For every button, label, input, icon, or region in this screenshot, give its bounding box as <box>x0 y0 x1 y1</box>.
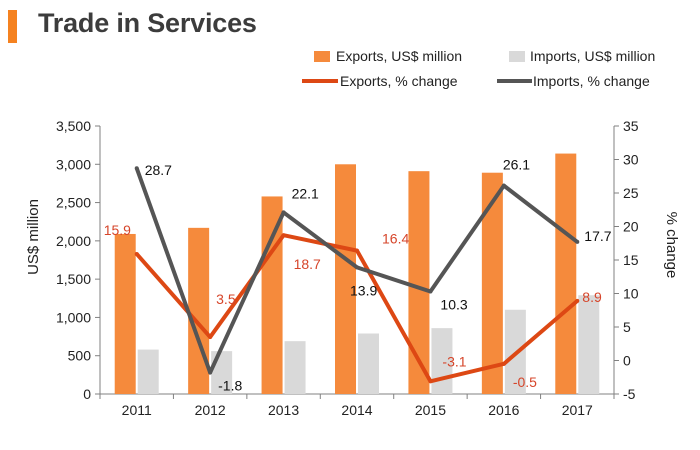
label-exports-pct-2012: 3.5 <box>216 291 236 307</box>
chart-title: Trade in Services <box>38 8 257 38</box>
label-imports-pct-2016: 26.1 <box>503 157 530 173</box>
point-imports-pct-2017 <box>575 239 580 244</box>
label-imports-pct-2013: 22.1 <box>292 185 319 201</box>
y-left-tick-label: 2,000 <box>56 233 91 249</box>
bar-exports-2015 <box>408 171 430 394</box>
point-exports-pct-2011 <box>134 251 139 256</box>
label-exports-pct-2015: -3.1 <box>442 353 466 369</box>
point-exports-pct-2013 <box>281 233 286 238</box>
legend-swatch-imports-bar <box>509 51 525 62</box>
point-exports-pct-2017 <box>575 298 580 303</box>
point-exports-pct-2016 <box>501 361 506 366</box>
point-imports-pct-2012 <box>208 370 213 375</box>
x-tick-label: 2015 <box>415 402 446 418</box>
label-imports-pct-2017: 17.7 <box>584 228 611 244</box>
x-tick-label: 2011 <box>122 402 152 418</box>
y-right-tick-label: 0 <box>623 353 631 369</box>
y-right-tick-label: 5 <box>623 319 631 335</box>
point-exports-pct-2012 <box>208 335 213 340</box>
title-accent-bar <box>8 10 17 43</box>
x-tick-label: 2016 <box>488 402 519 418</box>
y-left-tick-label: 500 <box>68 348 92 364</box>
point-imports-pct-2015 <box>428 289 433 294</box>
x-tick-label: 2014 <box>341 402 372 418</box>
bar-exports-2017 <box>555 153 577 394</box>
plot-area: 0 500 1,000 1,500 2,000 2,500 3,000 3,500 -5 0 5 10… <box>56 118 639 418</box>
label-exports-pct-2013: 18.7 <box>294 256 321 272</box>
point-exports-pct-2014 <box>355 248 359 253</box>
y-left-tick-label: 3,500 <box>56 118 91 134</box>
y-right-tick-label: 35 <box>623 118 639 134</box>
y-right-tick-label: 30 <box>623 152 639 168</box>
point-imports-pct-2011 <box>134 166 139 171</box>
legend-label-exports-bar: Exports, US$ million <box>336 48 462 64</box>
x-tick-label: 2012 <box>195 402 226 418</box>
label-imports-pct-2012: -1.8 <box>218 378 242 394</box>
legend-label-imports-bar: Imports, US$ million <box>530 48 655 64</box>
bar-imports-2013 <box>284 341 306 394</box>
bar-exports-2016 <box>481 172 503 394</box>
y-left-tick-label: 2,500 <box>56 195 91 211</box>
label-exports-pct-2017: 8.9 <box>582 289 602 305</box>
label-exports-pct-2011: 15.9 <box>104 222 131 238</box>
y-right-axis-title: % change <box>663 212 680 279</box>
legend-label-exports-line: Exports, % change <box>340 73 458 89</box>
label-imports-pct-2014: 13.9 <box>350 282 377 298</box>
y-right-tick-label: 25 <box>623 185 639 201</box>
bar-exports-2014 <box>335 164 356 394</box>
bar-imports-2017 <box>578 295 600 394</box>
bar-exports-2012 <box>188 227 210 394</box>
point-exports-pct-2015 <box>428 379 433 384</box>
bar-exports-2011 <box>114 233 136 394</box>
bar-imports-2011 <box>137 349 159 394</box>
legend-label-imports-line: Imports, % change <box>533 73 650 89</box>
label-imports-pct-2015: 10.3 <box>440 296 467 312</box>
y-right-tick-label: 20 <box>623 219 639 235</box>
y-right-tick-label: 15 <box>623 252 639 268</box>
y-left-tick-label: 3,000 <box>56 156 91 172</box>
y-left-axis-title: US$ million <box>25 199 42 275</box>
x-tick-label: 2017 <box>562 402 593 418</box>
point-imports-pct-2013 <box>281 210 286 215</box>
x-tick-label: 2013 <box>268 402 299 418</box>
bar-imports-2014 <box>358 333 379 394</box>
y-right-tick-label: 10 <box>623 286 639 302</box>
label-imports-pct-2011: 28.7 <box>145 162 172 178</box>
y-right-tick-label: -5 <box>623 386 636 402</box>
label-exports-pct-2016: -0.5 <box>513 374 537 390</box>
y-left-tick-label: 0 <box>83 386 91 402</box>
y-left-tick-label: 1,500 <box>56 271 91 287</box>
y-left-tick-label: 1,000 <box>56 309 91 325</box>
legend: Exports, US$ million Imports, US$ millio… <box>302 48 655 89</box>
point-imports-pct-2016 <box>501 183 506 188</box>
point-imports-pct-2014 <box>355 265 359 270</box>
legend-swatch-exports-bar <box>314 51 330 62</box>
label-exports-pct-2014: 16.4 <box>382 231 409 247</box>
